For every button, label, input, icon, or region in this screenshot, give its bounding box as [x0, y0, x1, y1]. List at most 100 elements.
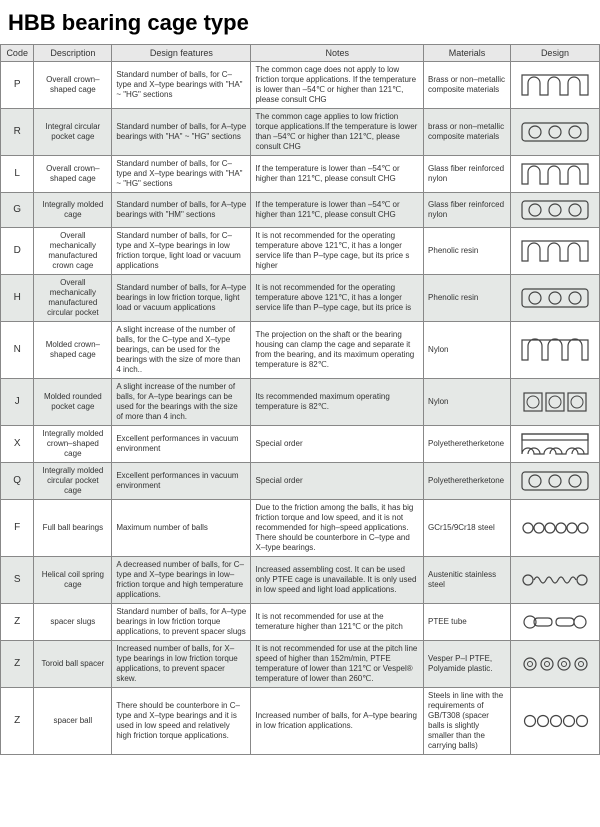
cell-code: X — [1, 426, 34, 463]
table-row: ZToroid ball spacerIncreased number of b… — [1, 641, 600, 688]
cell-features: Standard number of balls, for C–type and… — [112, 62, 251, 109]
cell-design-icon — [510, 688, 599, 755]
header-notes: Notes — [251, 45, 424, 62]
cell-code: R — [1, 109, 34, 156]
cell-code: P — [1, 62, 34, 109]
cell-design-icon — [510, 322, 599, 379]
cell-notes: It is not recommended for use at the pit… — [251, 641, 424, 688]
cell-description: Integrally molded circular pocket cage — [34, 463, 112, 500]
cell-design-icon — [510, 426, 599, 463]
cell-features: Standard number of balls, for A–type bea… — [112, 275, 251, 322]
cell-design-icon — [510, 109, 599, 156]
cell-materials: PTEE tube — [424, 604, 511, 641]
table-row: Zspacer slugsStandard number of balls, f… — [1, 604, 600, 641]
cell-notes: Special order — [251, 463, 424, 500]
bearing-table: Code Description Design features Notes M… — [0, 44, 600, 755]
header-code: Code — [1, 45, 34, 62]
page-title: HBB bearing cage type — [0, 0, 600, 44]
cell-description: Overall mechanically manufactured crown … — [34, 228, 112, 275]
cell-notes: Increased number of balls, for A–type be… — [251, 688, 424, 755]
table-row: XIntegrally molded crown–shaped cageExce… — [1, 426, 600, 463]
cell-code: S — [1, 557, 34, 604]
cell-notes: The projection on the shaft or the beari… — [251, 322, 424, 379]
cell-description: Overall crown–shaped cage — [34, 62, 112, 109]
cell-features: Standard number of balls, for A–type bea… — [112, 109, 251, 156]
header-description: Description — [34, 45, 112, 62]
cell-notes: Increased assembling cost. It can be use… — [251, 557, 424, 604]
header-design: Design — [510, 45, 599, 62]
cell-description: Integrally molded crown–shaped cage — [34, 426, 112, 463]
table-row: GIntegrally molded cageStandard number o… — [1, 193, 600, 228]
cell-materials: GCr15/9Cr18 steel — [424, 500, 511, 557]
table-row: DOverall mechanically manufactured crown… — [1, 228, 600, 275]
cell-design-icon — [510, 62, 599, 109]
cell-design-icon — [510, 557, 599, 604]
cell-description: Toroid ball spacer — [34, 641, 112, 688]
cell-description: Integrally molded cage — [34, 193, 112, 228]
cell-materials: Brass or non–metallic composite material… — [424, 62, 511, 109]
cell-design-icon — [510, 463, 599, 500]
cell-notes: If the temperature is lower than –54℃ or… — [251, 156, 424, 193]
cell-code: L — [1, 156, 34, 193]
cell-description: Integral circular pocket cage — [34, 109, 112, 156]
cell-design-icon — [510, 156, 599, 193]
cell-features: Standard number of balls, for A–type bea… — [112, 604, 251, 641]
cell-code: D — [1, 228, 34, 275]
cell-design-icon — [510, 275, 599, 322]
cell-description: spacer slugs — [34, 604, 112, 641]
cell-materials: Nylon — [424, 322, 511, 379]
table-row: RIntegral circular pocket cageStandard n… — [1, 109, 600, 156]
cell-code: Z — [1, 604, 34, 641]
cell-materials: Vesper P–I PTFE, Polyamide plastic. — [424, 641, 511, 688]
cell-code: H — [1, 275, 34, 322]
cell-notes: Special order — [251, 426, 424, 463]
cell-code: J — [1, 379, 34, 426]
table-row: Zspacer ballThere should be counterbore … — [1, 688, 600, 755]
table-row: NMolded crown–shaped cageA slight increa… — [1, 322, 600, 379]
header-features: Design features — [112, 45, 251, 62]
cell-code: Z — [1, 688, 34, 755]
cell-description: Full ball bearings — [34, 500, 112, 557]
cell-description: Overall crown–shaped cage — [34, 156, 112, 193]
cell-features: Standard number of balls, for C–type and… — [112, 228, 251, 275]
cell-description: Helical coil spring cage — [34, 557, 112, 604]
table-row: SHelical coil spring cageA decreased num… — [1, 557, 600, 604]
cell-features: Excellent performances in vacuum environ… — [112, 426, 251, 463]
header-materials: Materials — [424, 45, 511, 62]
table-row: LOverall crown–shaped cageStandard numbe… — [1, 156, 600, 193]
cell-features: A decreased number of balls, for C–type … — [112, 557, 251, 604]
cell-materials: Steels in line with the requirements of … — [424, 688, 511, 755]
cell-code: Q — [1, 463, 34, 500]
cell-design-icon — [510, 228, 599, 275]
cell-design-icon — [510, 641, 599, 688]
cell-design-icon — [510, 379, 599, 426]
cell-code: N — [1, 322, 34, 379]
cell-description: Molded crown–shaped cage — [34, 322, 112, 379]
table-row: FFull ball bearingsMaximum number of bal… — [1, 500, 600, 557]
cell-design-icon — [510, 500, 599, 557]
cell-materials: Glass fiber reinforced nylon — [424, 193, 511, 228]
cell-materials: Glass fiber reinforced nylon — [424, 156, 511, 193]
cell-code: Z — [1, 641, 34, 688]
cell-description: Overall mechanically manufactured circul… — [34, 275, 112, 322]
cell-materials: Phenolic resin — [424, 275, 511, 322]
cell-notes: It is not recommended for the operating … — [251, 228, 424, 275]
cell-materials: brass or non–metallic composite material… — [424, 109, 511, 156]
cell-materials: Phenolic resin — [424, 228, 511, 275]
header-row: Code Description Design features Notes M… — [1, 45, 600, 62]
cell-notes: It is not recommended for use at the tem… — [251, 604, 424, 641]
table-row: HOverall mechanically manufactured circu… — [1, 275, 600, 322]
cell-materials: Polyetheretherketone — [424, 463, 511, 500]
cell-code: F — [1, 500, 34, 557]
cell-materials: Polyetheretherketone — [424, 426, 511, 463]
cell-notes: Due to the friction among the balls, it … — [251, 500, 424, 557]
cell-design-icon — [510, 193, 599, 228]
cell-features: Excellent performances in vacuum environ… — [112, 463, 251, 500]
cell-description: spacer ball — [34, 688, 112, 755]
cell-materials: Austenitic stainless steel — [424, 557, 511, 604]
cell-design-icon — [510, 604, 599, 641]
cell-features: There should be counterbore in C–type an… — [112, 688, 251, 755]
table-row: QIntegrally molded circular pocket cageE… — [1, 463, 600, 500]
cell-features: Standard number of balls, for A–type bea… — [112, 193, 251, 228]
cell-features: A slight increase of the number of balls… — [112, 322, 251, 379]
